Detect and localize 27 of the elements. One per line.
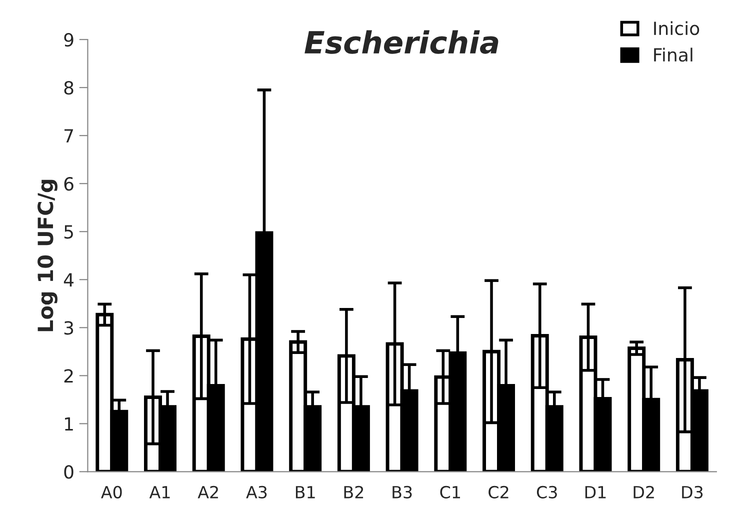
x-tick-label: A0: [101, 486, 122, 498]
y-tick-label: 2: [64, 369, 73, 382]
y-tick-label: 0: [64, 465, 74, 479]
y-tick-label: 4: [64, 273, 74, 286]
y-tick-label: 5: [64, 225, 73, 239]
x-tick-label: B3: [392, 486, 412, 498]
x-tick-label: C2: [488, 486, 508, 498]
x-tick-label: A3: [246, 486, 267, 498]
x-tick-label: A2: [198, 486, 218, 498]
y-tick-label: 7: [64, 129, 73, 142]
legend-label: Final: [654, 48, 692, 62]
y-tick-label: 3: [64, 321, 74, 335]
y-tick-label: 8: [64, 81, 74, 95]
chart-title: Escherichia: [304, 30, 498, 54]
x-tick-label: A1: [149, 486, 170, 498]
x-tick-label: D3: [682, 486, 703, 498]
y-tick-label: 9: [64, 32, 74, 47]
legend-label: Inicio: [654, 21, 700, 36]
x-tick-label: B1: [296, 486, 315, 498]
y-axis-title: Log 10 UFC/g: [38, 180, 58, 332]
x-tick-label: C3: [536, 486, 557, 498]
x-tick-label: B2: [344, 486, 364, 498]
x-tick-label: C1: [440, 486, 460, 498]
y-tick-label: 1: [65, 417, 73, 431]
y-tick-label: 6: [64, 177, 74, 191]
x-tick-label: D1: [585, 486, 606, 498]
x-tick-label: D2: [634, 486, 654, 498]
